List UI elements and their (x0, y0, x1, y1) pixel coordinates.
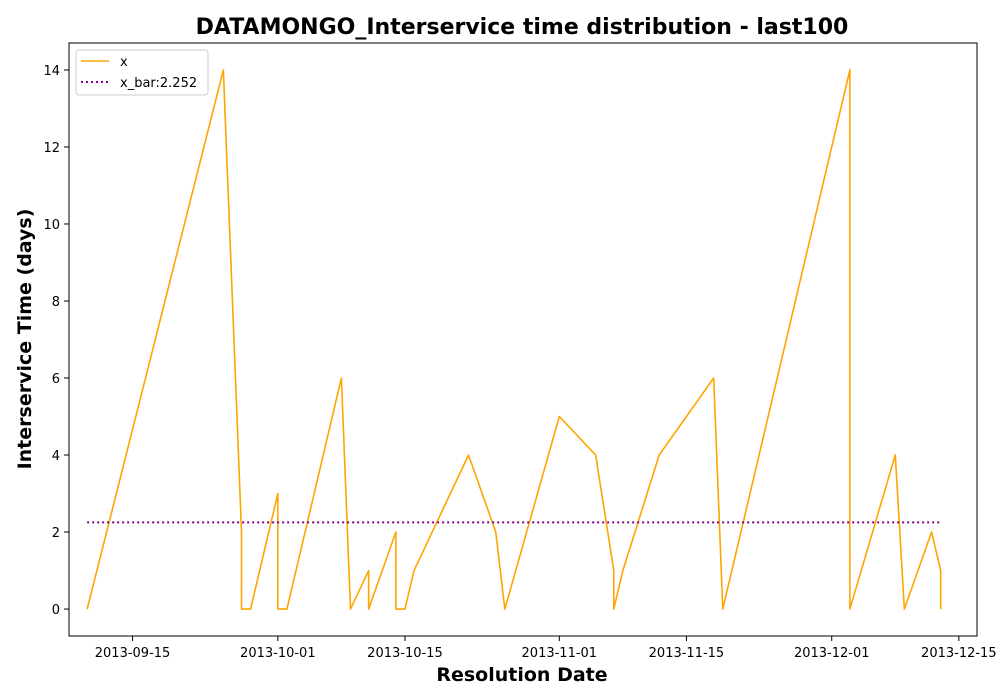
x-axis: 2013-09-15 2013-10-01 2013-10-15 2013-11-01… (95, 636, 997, 661)
x-tick-label: 2013-10-01 (240, 646, 316, 661)
x-tick-label: 2013-11-15 (649, 646, 725, 661)
x-tick-label: 2013-12-01 (794, 646, 870, 661)
y-tick-label: 2 (52, 526, 60, 541)
chart-title: DATAMONGO_Interservice time distribution… (196, 15, 849, 40)
y-tick-label: 10 (43, 218, 60, 233)
y-tick-label: 0 (52, 603, 60, 618)
x-tick-label: 2013-10-15 (367, 646, 443, 661)
y-tick-label: 14 (43, 64, 60, 79)
x-tick-label: 2013-09-15 (95, 646, 171, 661)
x-tick-label: 2013-11-01 (522, 646, 598, 661)
y-tick-label: 6 (52, 372, 60, 387)
x-axis-label: Resolution Date (436, 664, 607, 686)
y-tick-label: 4 (52, 449, 60, 464)
series-line-0 (86, 69, 942, 610)
plot-area (86, 69, 942, 610)
legend: x x_bar:2.252 (75, 49, 209, 96)
y-tick-label: 8 (52, 295, 60, 310)
y-axis-label: Interservice Time (days) (14, 209, 36, 470)
y-axis: 0 2 4 6 8 10 12 14 (43, 64, 69, 618)
y-tick-label: 12 (43, 141, 60, 156)
legend-label-0: x (120, 55, 128, 70)
plot-frame (68, 42, 978, 637)
x-tick-label: 2013-12-15 (921, 646, 997, 661)
legend-label-1: x_bar:2.252 (120, 76, 197, 91)
